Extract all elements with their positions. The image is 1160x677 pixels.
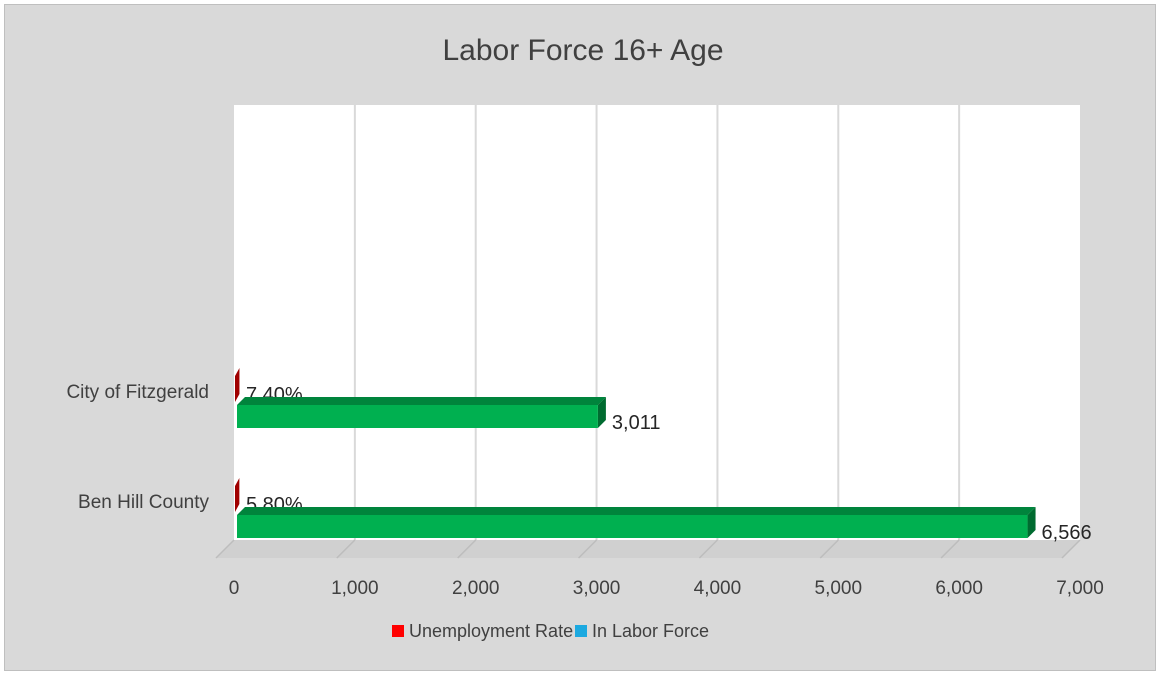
floor-gridline [457,539,477,559]
legend-entry: Unemployment Rate [409,621,573,641]
x-tick-label: 5,000 [815,578,863,599]
unemployment-bar [235,478,240,512]
chart-svg: Labor Force 16+ Age 0 1,000 2,000 3,000 4,00… [66,34,1104,641]
floor-gridline [336,539,356,559]
chart-area: Labor Force 16+ Age 0 1,000 2,000 3,000 4,00… [4,4,1156,671]
unemployment-bar [235,368,240,402]
legend-swatch [575,625,587,637]
floor-gridline [1061,539,1081,559]
floor-gridline [578,539,598,559]
x-tick-label: 6,000 [935,578,983,599]
floor-gridline [940,539,960,559]
floor-gridline [819,539,839,559]
labor-force-bar-side [597,397,606,428]
category-label: City of Fitzgerald [66,382,209,403]
x-tick-label: 0 [229,578,240,599]
plot-area: 0 1,000 2,000 3,000 4,000 5,000 6,000 7,000 City… [66,105,1104,599]
x-tick-label: 3,000 [573,578,621,599]
floor-gridline [215,539,235,559]
labor-force-data-label: 3,011 [612,412,661,434]
chart-title: Labor Force 16+ Age [442,34,723,67]
floor-gridline [698,539,718,559]
labor-force-bar-top [237,507,1036,515]
labor-force-data-label: 6,566 [1042,522,1092,544]
labor-force-bar [237,515,1028,538]
category-label: Ben Hill County [78,492,209,513]
labor-force-bar-side [1027,507,1036,538]
legend-swatch [392,625,404,637]
x-tick-label: 4,000 [694,578,742,599]
legend: Unemployment Rate In Labor Force [392,621,709,641]
labor-force-bar [237,405,598,428]
legend-entry: In Labor Force [592,621,709,641]
x-tick-label: 7,000 [1056,578,1104,599]
plot-back-wall [234,105,1080,540]
x-tick-label: 1,000 [331,578,379,599]
labor-force-bar-top [237,397,606,405]
plot-floor [216,540,1080,558]
x-tick-label: 2,000 [452,578,500,599]
